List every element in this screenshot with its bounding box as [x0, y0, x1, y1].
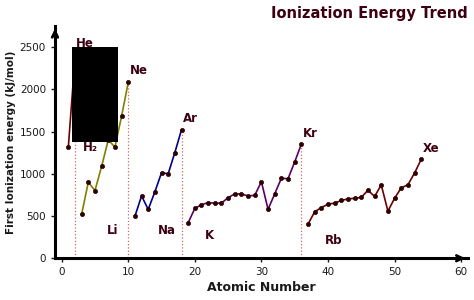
Text: Li: Li	[107, 224, 118, 237]
X-axis label: Atomic Number: Atomic Number	[207, 281, 316, 294]
Bar	[72, 47, 118, 142]
Text: Xe: Xe	[422, 142, 439, 155]
Text: K: K	[205, 229, 214, 242]
Text: H₂: H₂	[83, 141, 98, 154]
Text: Kr: Kr	[303, 127, 318, 140]
Text: Ionization Energy Trend: Ionization Energy Trend	[271, 6, 468, 21]
Text: Rb: Rb	[325, 234, 342, 247]
Text: Ar: Ar	[183, 112, 198, 125]
Text: Ne: Ne	[129, 64, 147, 76]
Text: He: He	[76, 37, 94, 50]
Y-axis label: First Ionization energy (kJ/mol): First Ionization energy (kJ/mol)	[6, 50, 16, 234]
Text: Na: Na	[158, 224, 176, 237]
